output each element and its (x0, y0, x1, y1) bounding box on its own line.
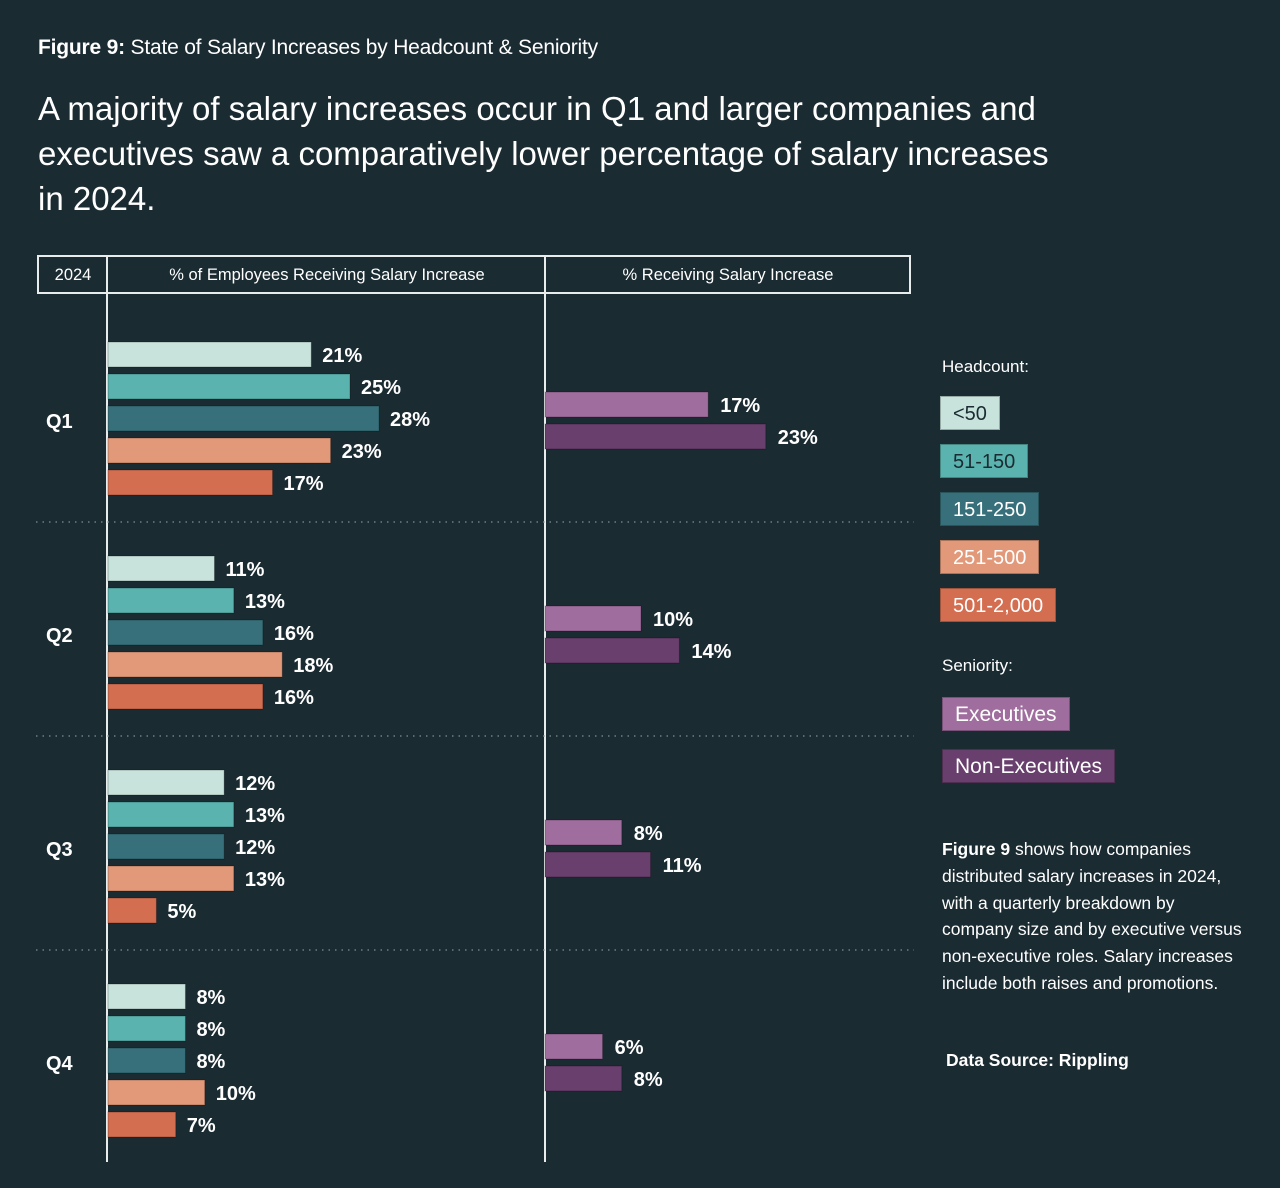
bar-seniority (544, 605, 642, 632)
data-label: 17% (720, 395, 760, 417)
bar-seniority (544, 1065, 623, 1092)
bar-headcount (107, 769, 225, 796)
legend-item: Non-Executives (942, 749, 1116, 783)
legend-item: 51-150 (940, 444, 1029, 478)
bar-seniority (544, 637, 680, 664)
category-label-q1: Q1 (46, 411, 73, 433)
data-label: 14% (691, 641, 731, 663)
bar-headcount (107, 1047, 186, 1074)
bar-headcount (107, 683, 264, 710)
data-label: 8% (634, 1069, 663, 1091)
data-label: 28% (390, 409, 430, 431)
legend-item: <50 (940, 396, 1000, 430)
divider-year-column (106, 255, 108, 1162)
data-source: Data Source: Rippling (946, 1050, 1129, 1070)
legend-item: Executives (942, 697, 1070, 731)
header-year: 2024 (54, 266, 92, 284)
data-label: 18% (293, 655, 333, 677)
note-bold: Figure 9 (942, 839, 1011, 859)
data-label: 23% (342, 441, 382, 463)
bar-chart: Q1 21% 25% 28% 23% 17% 17% 23% Q2 11% 13% 16% 18% 16%… (36, 341, 914, 1138)
data-label: 10% (653, 609, 693, 631)
data-label: 13% (245, 591, 285, 613)
data-label: 12% (235, 837, 275, 859)
data-label: 16% (274, 687, 314, 709)
data-label: 8% (196, 987, 225, 1009)
headline: A majority of salary increases occur in … (38, 90, 1049, 217)
bar-headcount (107, 341, 312, 368)
data-label: 8% (196, 1051, 225, 1073)
bar-headcount (107, 619, 264, 646)
data-label: 21% (322, 345, 362, 367)
bar-headcount (107, 1111, 177, 1138)
legend-item: 251-500 (940, 540, 1040, 574)
bar-headcount (107, 801, 235, 828)
figure-number: Figure 9: (38, 36, 125, 59)
bar-headcount (107, 897, 157, 924)
data-label: 25% (361, 377, 401, 399)
data-label: 5% (167, 901, 196, 923)
legend-headcount-title: Headcount: (942, 357, 1029, 376)
figure-title: State of Salary Increases by Headcount &… (130, 36, 599, 59)
category-label-q2: Q2 (46, 625, 73, 647)
bar-seniority (544, 819, 623, 846)
data-label: 13% (245, 805, 285, 827)
figure-label: Figure 9: State of Salary Increases by H… (38, 36, 598, 60)
data-label: 13% (245, 869, 285, 891)
data-label: 11% (663, 855, 702, 877)
data-label: 17% (284, 473, 324, 495)
figure-note: Figure 9 shows how companies distributed… (942, 836, 1242, 997)
bar-headcount (107, 469, 274, 496)
note-text: shows how companies distributed salary i… (942, 839, 1242, 993)
legend-seniority-title: Seniority: (942, 656, 1013, 675)
bar-headcount (107, 865, 235, 892)
data-label: 6% (615, 1037, 644, 1059)
bar-headcount (107, 1079, 206, 1106)
legend-item: 501-2,000 (940, 588, 1057, 622)
header-right-column: % Receiving Salary Increase (622, 266, 834, 284)
data-label: 10% (216, 1083, 256, 1105)
data-label: 16% (274, 623, 314, 645)
bar-headcount (107, 437, 332, 464)
bar-headcount (107, 651, 283, 678)
table-header: 2024 % of Employees Receiving Salary Inc… (37, 255, 911, 294)
bar-headcount (107, 983, 186, 1010)
data-label: 8% (196, 1019, 225, 1041)
bar-seniority (544, 851, 652, 878)
bar-seniority (544, 391, 709, 418)
bar-seniority (544, 423, 767, 450)
bar-headcount (107, 555, 215, 582)
divider-right-column (544, 255, 546, 1162)
category-label-q3: Q3 (46, 839, 73, 861)
data-label: 8% (634, 823, 663, 845)
bar-seniority (544, 1033, 604, 1060)
bar-headcount (107, 1015, 186, 1042)
data-label: 7% (187, 1115, 216, 1137)
category-label-q4: Q4 (46, 1053, 74, 1075)
data-label: 11% (225, 559, 264, 581)
bar-headcount (107, 373, 351, 400)
data-label: 12% (235, 773, 275, 795)
bar-headcount (107, 833, 225, 860)
bar-headcount (107, 405, 380, 432)
bar-headcount (107, 587, 235, 614)
data-label: 23% (778, 427, 818, 449)
legend-item: 151-250 (940, 492, 1040, 526)
header-left-column: % of Employees Receiving Salary Increase (169, 266, 485, 284)
